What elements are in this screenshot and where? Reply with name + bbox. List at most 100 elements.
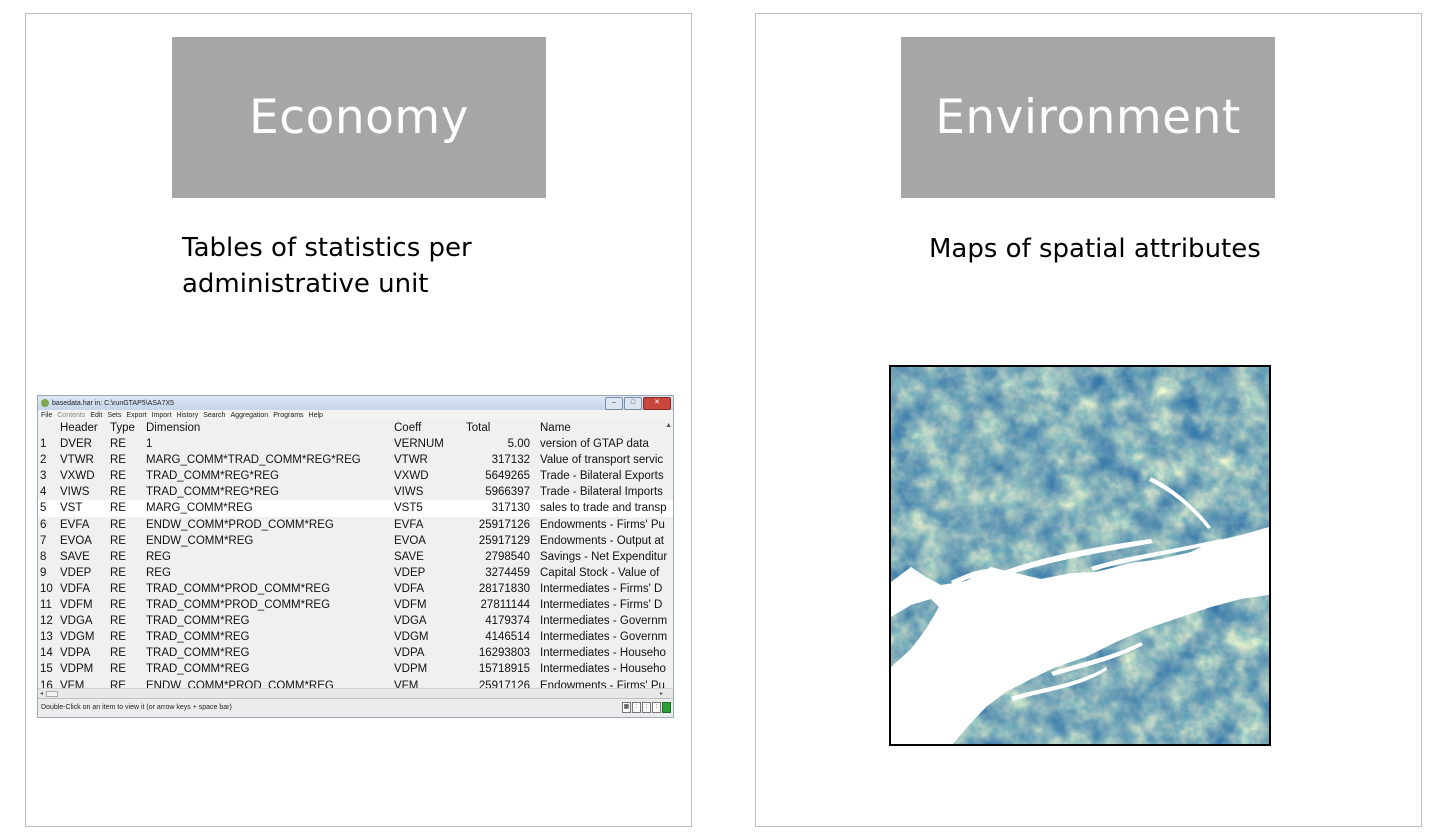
row-coeff: VDGA <box>394 615 427 628</box>
scroll-up-arrow-icon[interactable]: ▲ <box>665 422 672 429</box>
column-header-coeff[interactable]: Coeff <box>394 422 422 434</box>
horizontal-scrollbar[interactable]: ◂ ▸ <box>38 688 673 698</box>
scroll-right-icon[interactable]: ▸ <box>659 691 663 697</box>
view-toggle-icon[interactable]: : <box>632 702 641 713</box>
row-number: 12 <box>40 615 53 628</box>
row-header: VDFA <box>60 582 91 595</box>
row-number: 8 <box>40 550 47 563</box>
environment-title: Environment <box>901 37 1275 198</box>
menu-bar: File Contents Edit Sets Export Import History S… <box>38 410 673 420</box>
column-header-name[interactable]: Name <box>540 422 571 434</box>
column-header-header[interactable]: Header <box>60 422 98 434</box>
table-row[interactable]: 5 VST RE MARG_COMM*REG VST5 317130 sales to tr… <box>38 500 673 517</box>
row-dimension: MARG_COMM*TRAD_COMM*REG*REG <box>146 454 361 467</box>
row-coeff: EVFA <box>394 518 424 531</box>
close-button[interactable]: ✕ <box>643 397 671 410</box>
menu-item-sets[interactable]: Sets <box>107 411 122 419</box>
row-coeff: VERNUM <box>394 438 444 451</box>
row-dimension: TRAD_COMM*REG*REG <box>146 486 279 499</box>
economy-description: Tables of statistics per administrative … <box>182 233 472 299</box>
table-row[interactable]: 9 VDEP RE REG VDEP 3274459 Capital Stock - Val… <box>38 565 673 581</box>
menu-item-help[interactable]: Help <box>308 411 323 419</box>
row-type: RE <box>110 582 126 595</box>
table-row[interactable]: 14 VDPA RE TRAD_COMM*REG VDPA 16293803 Interme… <box>38 645 673 661</box>
table-row[interactable]: 6 EVFA RE ENDW_COMM*PROD_COMM*REG EVFA 259171… <box>38 517 673 533</box>
row-coeff: VTWR <box>394 454 428 467</box>
table-row[interactable]: 10 VDFA RE TRAD_COMM*PROD_COMM*REG VDFA 28171… <box>38 581 673 597</box>
status-text: Double-Click on an item to view it (or a… <box>41 704 232 711</box>
view-toggle-icon-3[interactable]: : <box>652 702 661 713</box>
table-header-row: Header Type Dimension Coeff Total Name <box>38 420 673 437</box>
row-total: 28171830 <box>478 582 530 595</box>
window-titlebar[interactable]: basedata.har in: C:\runGTAP5\ASA7X5 – □ … <box>38 396 673 410</box>
row-header: VTWR <box>60 454 94 467</box>
row-header: VIWS <box>60 486 90 499</box>
menu-item-edit[interactable]: Edit <box>90 411 103 419</box>
menu-item-history[interactable]: History <box>176 411 199 419</box>
row-header: VDFM <box>60 599 93 612</box>
column-header-total[interactable]: Total <box>466 422 491 434</box>
row-total: 4179374 <box>485 615 530 628</box>
menu-item-file[interactable]: File <box>41 411 53 419</box>
menu-item-aggregation[interactable]: Aggregation <box>230 411 269 419</box>
river-channel <box>1091 539 1222 571</box>
header-table: Header Type Dimension Coeff Total Name 1… <box>38 420 673 694</box>
row-number: 3 <box>40 470 47 483</box>
row-name: sales to trade and transp <box>540 502 667 515</box>
grid-view-icon[interactable]: ▦ <box>622 702 631 713</box>
row-name: Trade - Bilateral Imports <box>540 486 663 499</box>
row-coeff: VDGM <box>394 631 429 644</box>
row-number: 11 <box>40 599 52 612</box>
river-channel <box>1051 642 1143 676</box>
row-header: VDPA <box>60 647 91 660</box>
row-header: EVOA <box>60 534 92 547</box>
app-icon <box>41 399 49 407</box>
view-toggle-icon-2[interactable]: : <box>642 702 651 713</box>
row-header: VST <box>60 502 83 515</box>
row-name: Intermediates - Firms' D <box>540 599 663 612</box>
menu-item-import[interactable]: Import <box>151 411 172 419</box>
table-row[interactable]: 2 VTWR RE MARG_COMM*TRAD_COMM*REG*REG VTWR 31… <box>38 452 673 468</box>
table-row[interactable]: 7 EVOA RE ENDW_COMM*REG EVOA 25917129 Endowmen… <box>38 533 673 549</box>
table-row[interactable]: 3 VXWD RE TRAD_COMM*REG*REG VXWD 5649265 Trade… <box>38 468 673 484</box>
row-dimension: MARG_COMM*REG <box>146 502 253 515</box>
row-name: version of GTAP data <box>540 438 649 451</box>
row-coeff: VDPM <box>394 663 428 676</box>
column-header-type[interactable]: Type <box>110 422 135 434</box>
table-row[interactable]: 15 VDPM RE TRAD_COMM*REG VDPM 15718915 Interme… <box>38 661 673 677</box>
row-type: RE <box>110 663 126 676</box>
row-coeff: VDPA <box>394 647 425 660</box>
row-coeff: VDFM <box>394 599 427 612</box>
table-row[interactable]: 13 VDGM RE TRAD_COMM*REG VDGM 4146514 Intermed… <box>38 629 673 645</box>
row-name: Capital Stock - Value of <box>540 566 660 579</box>
maximize-button[interactable]: □ <box>624 397 642 410</box>
river-channel <box>1001 539 1153 577</box>
row-type: RE <box>110 631 126 644</box>
table-row[interactable]: 1 DVER RE 1 VERNUM 5.00 version of GTAP data <box>38 436 673 452</box>
menu-item-search[interactable]: Search <box>203 411 226 419</box>
row-header: EVFA <box>60 518 90 531</box>
scrollbar-thumb[interactable] <box>46 691 58 697</box>
row-name: Value of transport servic <box>540 454 664 467</box>
menu-item-programs[interactable]: Programs <box>273 411 304 419</box>
menu-item-contents[interactable]: Contents <box>57 411 86 419</box>
table-row[interactable]: 12 VDGA RE TRAD_COMM*REG VDGA 4179374 Intermed… <box>38 613 673 629</box>
minimize-button[interactable]: – <box>605 397 623 410</box>
row-type: RE <box>110 566 126 579</box>
row-type: RE <box>110 647 126 660</box>
row-dimension: TRAD_COMM*PROD_COMM*REG <box>146 582 331 595</box>
row-header: DVER <box>60 438 92 451</box>
row-type: RE <box>110 470 126 483</box>
row-name: Endowments - Output at <box>540 534 665 547</box>
row-coeff: SAVE <box>394 550 424 563</box>
window-title: basedata.har in: C:\runGTAP5\ASA7X5 <box>52 399 175 407</box>
scroll-left-icon[interactable]: ◂ <box>40 691 44 697</box>
spatial-map <box>889 365 1271 746</box>
table-row[interactable]: 11 VDFM RE TRAD_COMM*PROD_COMM*REG VDFM 27811… <box>38 597 673 613</box>
column-header-dimension[interactable]: Dimension <box>146 422 201 434</box>
table-row[interactable]: 4 VIWS RE TRAD_COMM*REG*REG VIWS 5966397 Trade… <box>38 484 673 500</box>
row-number: 10 <box>40 582 53 595</box>
table-row[interactable]: 8 SAVE RE REG SAVE 2798540 Savings - Net Expen… <box>38 549 673 565</box>
menu-item-export[interactable]: Export <box>126 411 147 419</box>
row-total: 15718915 <box>478 663 530 676</box>
